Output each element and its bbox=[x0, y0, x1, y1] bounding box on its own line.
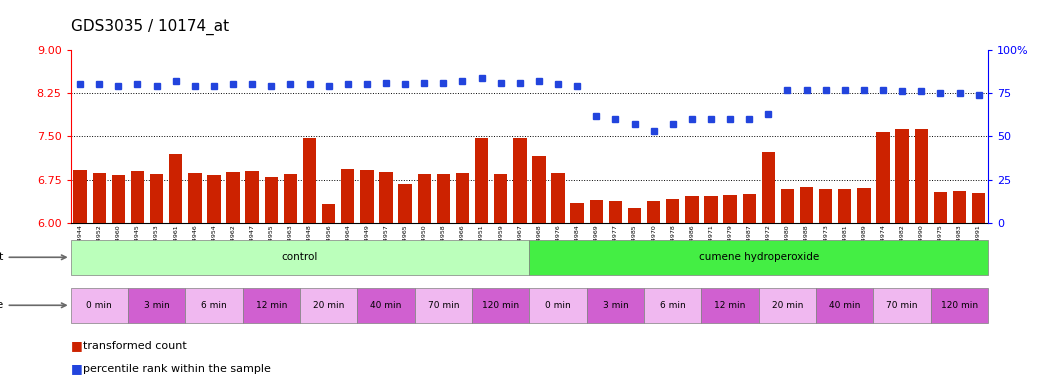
Bar bbox=[71, 240, 529, 275]
Bar bbox=[896, 129, 909, 223]
Text: 40 min: 40 min bbox=[371, 301, 402, 310]
Bar bbox=[873, 288, 931, 323]
Text: 12 min: 12 min bbox=[714, 301, 745, 310]
Bar bbox=[185, 288, 243, 323]
Bar bbox=[417, 174, 431, 223]
Text: percentile rank within the sample: percentile rank within the sample bbox=[83, 364, 271, 374]
Bar bbox=[953, 191, 966, 223]
Bar bbox=[819, 189, 832, 223]
Text: 6 min: 6 min bbox=[201, 301, 227, 310]
Bar bbox=[208, 175, 221, 223]
Bar bbox=[800, 187, 813, 223]
Bar bbox=[532, 157, 546, 223]
Text: 3 min: 3 min bbox=[143, 301, 169, 310]
Bar bbox=[931, 288, 988, 323]
Bar bbox=[226, 172, 240, 223]
Bar bbox=[494, 174, 508, 223]
Bar bbox=[399, 184, 412, 223]
Bar bbox=[551, 173, 565, 223]
Bar bbox=[283, 174, 297, 223]
Bar bbox=[131, 171, 144, 223]
Bar bbox=[702, 288, 759, 323]
Bar bbox=[360, 170, 374, 223]
Bar bbox=[112, 175, 125, 223]
Bar bbox=[762, 152, 775, 223]
Bar bbox=[303, 138, 317, 223]
Bar bbox=[644, 288, 702, 323]
Bar bbox=[149, 174, 163, 223]
Bar bbox=[379, 172, 392, 223]
Text: transformed count: transformed count bbox=[83, 341, 187, 351]
Bar bbox=[666, 199, 680, 223]
Bar bbox=[243, 288, 300, 323]
Text: ■: ■ bbox=[71, 339, 82, 352]
Bar bbox=[705, 196, 717, 223]
Bar bbox=[590, 200, 603, 223]
Text: 120 min: 120 min bbox=[940, 301, 978, 310]
Bar bbox=[685, 196, 699, 223]
Bar bbox=[188, 173, 201, 223]
Text: cumene hydroperoxide: cumene hydroperoxide bbox=[699, 252, 819, 262]
Bar bbox=[169, 154, 183, 223]
Text: time: time bbox=[0, 300, 66, 310]
Text: 40 min: 40 min bbox=[829, 301, 861, 310]
Bar bbox=[647, 201, 660, 223]
Bar bbox=[71, 288, 128, 323]
Bar bbox=[74, 170, 87, 223]
Bar bbox=[742, 195, 756, 223]
Text: 12 min: 12 min bbox=[255, 301, 286, 310]
Bar bbox=[322, 204, 335, 223]
Text: 3 min: 3 min bbox=[602, 301, 628, 310]
Bar bbox=[300, 288, 357, 323]
Bar bbox=[472, 288, 529, 323]
Text: 20 min: 20 min bbox=[772, 301, 803, 310]
Text: GDS3035 / 10174_at: GDS3035 / 10174_at bbox=[71, 18, 228, 35]
Text: ■: ■ bbox=[71, 362, 82, 375]
Bar bbox=[92, 173, 106, 223]
Bar bbox=[816, 288, 873, 323]
Text: 70 min: 70 min bbox=[886, 301, 918, 310]
Bar bbox=[628, 208, 641, 223]
Bar bbox=[838, 189, 851, 223]
Text: 70 min: 70 min bbox=[428, 301, 459, 310]
Text: 120 min: 120 min bbox=[482, 301, 519, 310]
Text: agent: agent bbox=[0, 252, 66, 262]
Bar bbox=[608, 201, 622, 223]
Bar bbox=[586, 288, 644, 323]
Bar bbox=[265, 177, 278, 223]
Text: 0 min: 0 min bbox=[86, 301, 112, 310]
Bar bbox=[529, 240, 988, 275]
Bar bbox=[972, 193, 985, 223]
Bar bbox=[571, 203, 583, 223]
Bar bbox=[857, 188, 871, 223]
Bar bbox=[246, 171, 258, 223]
Bar bbox=[781, 189, 794, 223]
Text: control: control bbox=[281, 252, 319, 262]
Bar bbox=[529, 288, 586, 323]
Bar bbox=[876, 132, 890, 223]
Bar bbox=[414, 288, 472, 323]
Bar bbox=[914, 129, 928, 223]
Bar bbox=[456, 173, 469, 223]
Bar bbox=[357, 288, 414, 323]
Bar bbox=[437, 174, 450, 223]
Bar bbox=[934, 192, 947, 223]
Bar bbox=[759, 288, 816, 323]
Text: 20 min: 20 min bbox=[313, 301, 345, 310]
Bar bbox=[513, 138, 526, 223]
Bar bbox=[128, 288, 185, 323]
Bar bbox=[475, 138, 488, 223]
Text: 6 min: 6 min bbox=[660, 301, 686, 310]
Bar bbox=[723, 195, 737, 223]
Text: 0 min: 0 min bbox=[545, 301, 571, 310]
Bar bbox=[342, 169, 354, 223]
